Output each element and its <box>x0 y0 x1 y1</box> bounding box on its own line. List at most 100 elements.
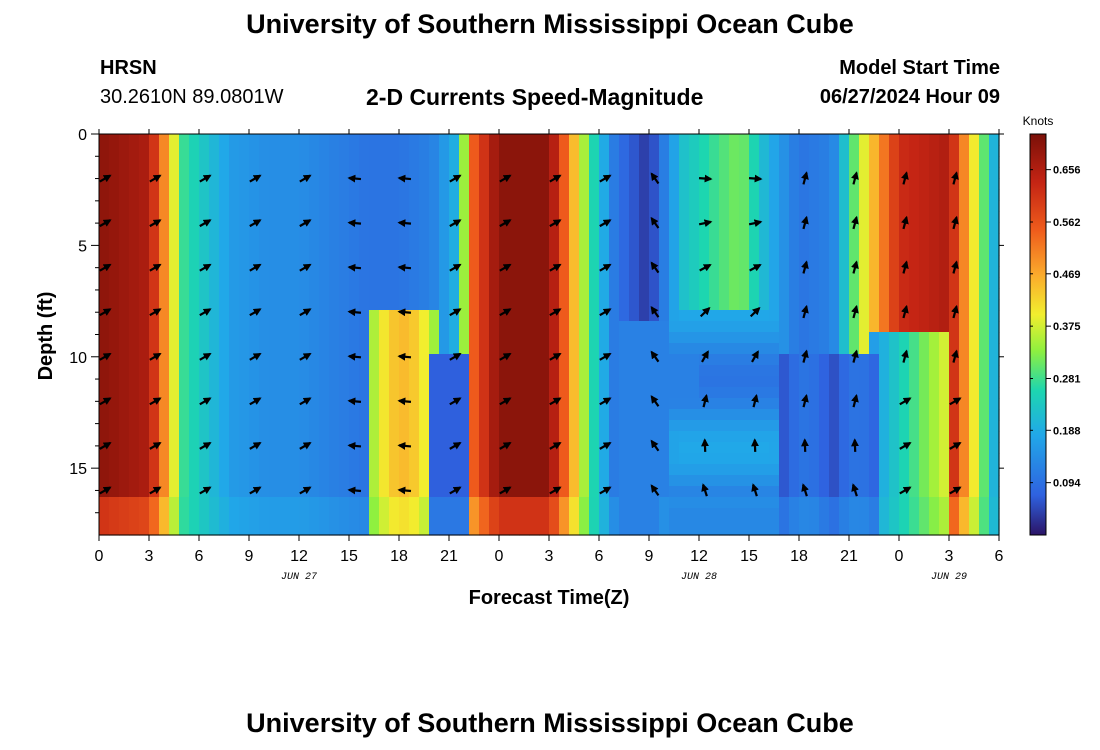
heatmap-cell <box>969 211 980 223</box>
heatmap-cell <box>149 475 160 487</box>
heatmap-cell <box>379 530 390 536</box>
heatmap-cell <box>259 332 270 344</box>
heatmap-cell <box>369 233 380 245</box>
heatmap-cell <box>719 343 730 355</box>
heatmap-cell <box>199 156 210 168</box>
current-vector <box>901 349 909 363</box>
heatmap-cell <box>529 255 540 267</box>
heatmap-cell <box>99 222 110 234</box>
heatmap-cell <box>409 497 420 509</box>
heatmap-cell <box>819 266 830 278</box>
heatmap-cell <box>519 365 530 377</box>
heatmap-cell <box>209 486 220 498</box>
heatmap-cell <box>559 475 570 487</box>
heatmap-cell <box>149 343 160 355</box>
current-vector <box>650 306 660 318</box>
heatmap-cell <box>609 332 620 344</box>
heatmap-cell <box>769 310 780 322</box>
heatmap-cell <box>249 266 260 278</box>
heatmap-cell <box>159 475 170 487</box>
heatmap-cell <box>589 453 600 465</box>
heatmap-cell <box>929 255 940 267</box>
heatmap-cell <box>169 277 180 289</box>
heatmap-cell <box>569 453 580 465</box>
heatmap-cell <box>749 189 760 201</box>
heatmap-cell <box>269 277 280 289</box>
heatmap-cell <box>859 332 870 344</box>
heatmap-cell <box>989 453 1000 465</box>
heatmap-cell <box>709 211 720 223</box>
heatmap-cell <box>769 486 780 498</box>
current-vector <box>599 308 612 317</box>
heatmap-cell <box>439 453 450 465</box>
heatmap-cell <box>479 387 490 399</box>
heatmap-cell <box>719 519 730 531</box>
heatmap-cell <box>149 156 160 168</box>
heatmap-cell <box>809 464 820 476</box>
heatmap-cell <box>169 233 180 245</box>
heatmap-cell <box>439 508 450 520</box>
heatmap-cell <box>769 211 780 223</box>
heatmap-cell <box>169 530 180 536</box>
heatmap-cell <box>819 497 830 509</box>
heatmap-cell <box>979 134 990 146</box>
heatmap-cell <box>949 156 960 168</box>
heatmap-cell <box>609 288 620 300</box>
heatmap-cell <box>319 519 330 531</box>
heatmap-cell <box>339 167 350 179</box>
heatmap-cell <box>569 277 580 289</box>
heatmap-cell <box>619 255 630 267</box>
heatmap-cell <box>219 486 230 498</box>
heatmap-cell <box>939 145 950 157</box>
heatmap-cell <box>579 255 590 267</box>
heatmap-cell <box>989 475 1000 487</box>
heatmap-cell <box>679 442 690 454</box>
heatmap-cell <box>519 464 530 476</box>
heatmap-cell <box>409 299 420 311</box>
heatmap-cell <box>289 431 300 443</box>
heatmap-cell <box>919 156 930 168</box>
plot-title: 2-D Currents Speed-Magnitude <box>366 84 704 110</box>
heatmap-cell <box>779 475 790 487</box>
colorbar-title: Knots <box>1023 114 1054 128</box>
heatmap-cell <box>339 508 350 520</box>
heatmap-cell <box>779 145 790 157</box>
heatmap-cell <box>209 167 220 179</box>
heatmap-cell <box>469 134 480 146</box>
heatmap-cell <box>889 464 900 476</box>
current-vector <box>599 174 612 183</box>
heatmap-cell <box>919 376 930 388</box>
heatmap-cell <box>189 288 200 300</box>
heatmap-cell <box>489 288 500 300</box>
heatmap-cell <box>379 222 390 234</box>
heatmap-cell <box>109 332 120 344</box>
heatmap-cell <box>469 310 480 322</box>
heatmap-cell <box>459 453 470 465</box>
heatmap-cell <box>379 442 390 454</box>
heatmap-cell <box>369 244 380 256</box>
heatmap-cell <box>799 431 810 443</box>
heatmap-cell <box>319 475 330 487</box>
heatmap-cell <box>649 145 660 157</box>
heatmap-cell <box>559 255 570 267</box>
heatmap-cell <box>599 134 610 146</box>
heatmap-cell <box>439 244 450 256</box>
heatmap-cell <box>669 277 680 289</box>
heatmap-cell <box>279 343 290 355</box>
heatmap-cell <box>989 178 1000 190</box>
heatmap-cell <box>939 288 950 300</box>
heatmap-cell <box>869 354 880 366</box>
heatmap-cell <box>159 244 170 256</box>
heatmap-cell <box>989 211 1000 223</box>
heatmap-cell <box>549 365 560 377</box>
heatmap-cell <box>339 211 350 223</box>
heatmap-cell <box>219 255 230 267</box>
heatmap-cell <box>339 475 350 487</box>
heatmap-cell <box>139 354 150 366</box>
heatmap-cell <box>119 442 130 454</box>
heatmap-cell <box>589 486 600 498</box>
heatmap-cell <box>969 486 980 498</box>
heatmap-cell <box>359 222 370 234</box>
heatmap-cell <box>109 486 120 498</box>
heatmap-cell <box>539 453 550 465</box>
